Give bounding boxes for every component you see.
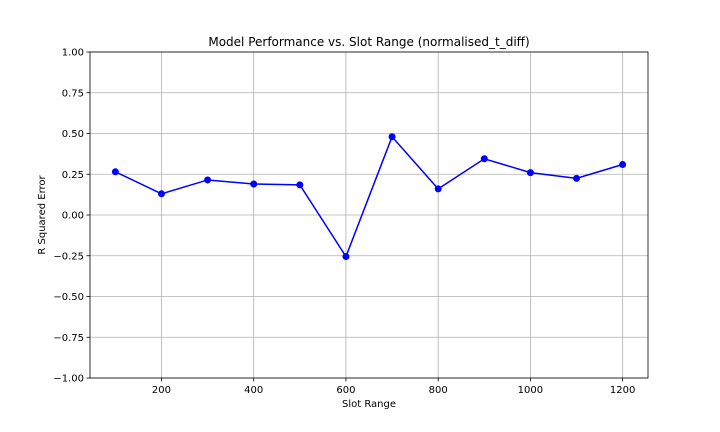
data-point xyxy=(480,155,488,163)
y-tick-label: −0.50 xyxy=(53,292,84,303)
x-tick-label: 800 xyxy=(429,385,448,396)
data-point xyxy=(204,176,212,184)
y-tick-label: 0.00 xyxy=(62,211,84,222)
x-tick-label: 1000 xyxy=(518,385,543,396)
chart-title: Model Performance vs. Slot Range (normal… xyxy=(208,35,529,49)
series-group xyxy=(111,133,627,261)
data-point xyxy=(157,190,165,198)
y-tick-label: 0.75 xyxy=(62,88,84,99)
data-point xyxy=(526,169,534,177)
y-tick-label: −0.75 xyxy=(53,333,84,344)
y-tick-label: −0.25 xyxy=(53,251,84,262)
y-tick-label: 0.25 xyxy=(62,170,84,181)
data-point xyxy=(388,133,396,141)
y-tick-label: −1.00 xyxy=(53,374,84,385)
grid-lines xyxy=(90,51,648,379)
data-point xyxy=(111,168,119,176)
x-axis-label: Slot Range xyxy=(342,399,396,410)
data-point xyxy=(619,160,627,168)
data-point xyxy=(296,181,304,189)
y-axis: −1.00 −0.75 −0.50 −0.25 0.00 0.25 0.50 0.75 1.00 xyxy=(53,48,90,385)
x-axis: 200 400 600 800 1000 1200 xyxy=(152,378,635,396)
data-point xyxy=(573,174,581,182)
data-point xyxy=(342,253,350,261)
data-point xyxy=(434,185,442,193)
x-tick-label: 400 xyxy=(244,385,263,396)
x-tick-label: 200 xyxy=(152,385,171,396)
y-tick-label: 1.00 xyxy=(62,48,84,59)
x-tick-label: 600 xyxy=(336,385,355,396)
y-tick-label: 0.50 xyxy=(62,129,84,140)
x-tick-label: 1200 xyxy=(610,385,635,396)
y-axis-label: R Squared Error xyxy=(37,174,48,254)
series-line xyxy=(115,135,623,259)
data-point xyxy=(250,180,258,188)
